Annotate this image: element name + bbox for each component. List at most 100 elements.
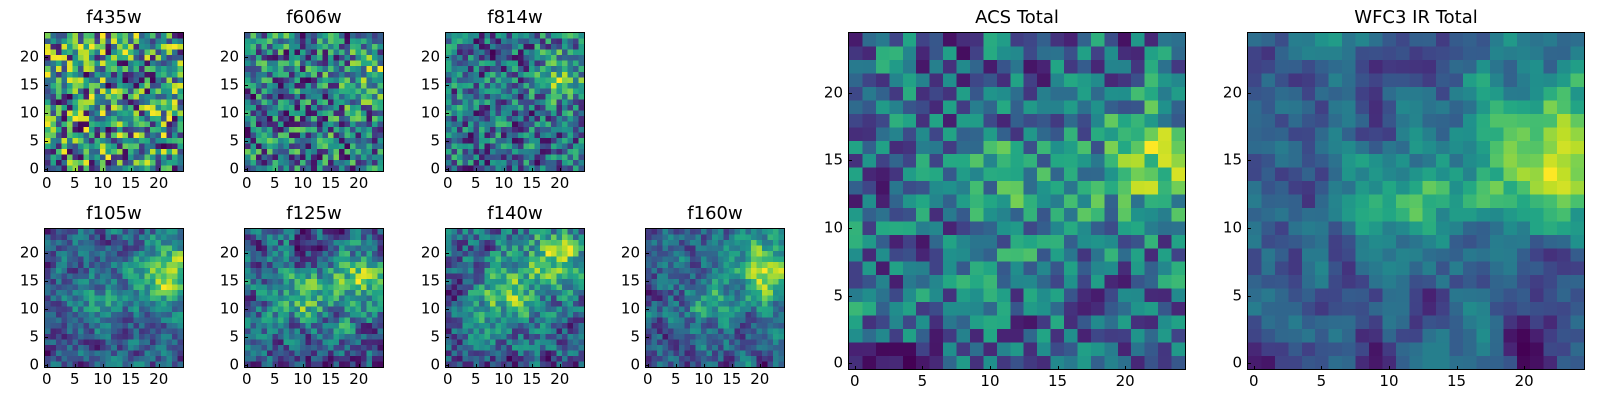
heatmap-cell [171, 333, 178, 340]
heatmap-cell [45, 110, 51, 116]
heatmap-cell [561, 33, 568, 39]
heatmap-cell [316, 38, 323, 45]
heatmap-cell [728, 289, 735, 296]
heatmap-cell [717, 284, 724, 290]
heatmap-cell [706, 295, 713, 301]
heatmap-cell [468, 55, 474, 61]
heatmap-cell [344, 267, 350, 274]
heatmap-cell [1144, 315, 1159, 329]
heatmap-cell [572, 38, 579, 45]
heatmap-image [244, 32, 384, 172]
heatmap-cell [327, 49, 334, 56]
x-tick-mark [358, 168, 360, 172]
heatmap-cell [360, 104, 367, 111]
heatmap-cell [479, 104, 485, 111]
heatmap-cell [72, 284, 79, 290]
heatmap-cell [567, 77, 574, 83]
heatmap-cell [289, 251, 295, 257]
heatmap-cell [371, 234, 378, 241]
heatmap-cell [473, 38, 480, 45]
heatmap-cell [646, 295, 652, 301]
heatmap-cell [451, 317, 458, 323]
heatmap-cell [300, 339, 306, 346]
heatmap-cell [127, 333, 134, 340]
heatmap-cell [333, 300, 339, 307]
heatmap-cell [446, 273, 452, 279]
heatmap-cell [56, 273, 62, 279]
heatmap-cell [506, 110, 513, 116]
heatmap-cell [294, 344, 301, 351]
heatmap-cell [245, 38, 251, 45]
heatmap-cell [1158, 207, 1172, 222]
heatmap-cell [122, 77, 128, 83]
heatmap-cell [534, 104, 540, 111]
heatmap-cell [360, 115, 367, 122]
heatmap-cell [355, 104, 362, 111]
heatmap-cell [322, 333, 328, 340]
heatmap-cell [662, 234, 669, 241]
heatmap-cell [50, 154, 57, 161]
heatmap-cell [45, 93, 51, 100]
heatmap-cell [767, 306, 774, 312]
heatmap-cell [360, 159, 367, 166]
heatmap-cell [517, 240, 524, 246]
heatmap-cell [366, 143, 373, 150]
heatmap-cell [534, 284, 540, 290]
heatmap-cell [160, 77, 167, 83]
heatmap-cell [61, 99, 68, 105]
heatmap-cell [111, 311, 117, 318]
heatmap-cell [462, 110, 469, 116]
heatmap-cell [761, 317, 768, 323]
heatmap-cell [83, 317, 90, 323]
heatmap-cell [366, 256, 373, 263]
heatmap-cell [495, 148, 502, 155]
heatmap-cell [690, 333, 696, 340]
heatmap-cell [138, 159, 145, 166]
heatmap-cell [333, 137, 339, 144]
heatmap-cell [457, 55, 463, 61]
heatmap-cell [50, 350, 57, 357]
heatmap-cell [377, 44, 383, 50]
heatmap-cell [100, 49, 106, 56]
heatmap-cell [256, 339, 262, 346]
heatmap-cell [673, 273, 680, 279]
heatmap-cell [322, 132, 328, 138]
heatmap-cell [311, 38, 317, 45]
heatmap-cell [45, 38, 51, 45]
heatmap-cell [366, 154, 373, 161]
heatmap-cell [366, 33, 373, 39]
heatmap-cell [916, 261, 930, 276]
heatmap-cell [45, 71, 51, 78]
heatmap-cell [127, 110, 134, 116]
heatmap-cell [701, 256, 707, 263]
heatmap-cell [333, 132, 339, 138]
heatmap-cell [701, 229, 707, 235]
heatmap-cell [889, 234, 904, 249]
heatmap-cell [316, 361, 323, 367]
heatmap-cell [171, 262, 178, 268]
heatmap-cell [695, 339, 702, 346]
heatmap-cell [56, 361, 62, 367]
heatmap-cell [300, 154, 306, 161]
heatmap-cell [495, 328, 502, 334]
heatmap-cell [862, 140, 877, 155]
heatmap-cell [1090, 288, 1105, 303]
heatmap-cell [316, 154, 323, 161]
heatmap-cell [377, 273, 383, 279]
heatmap-cell [256, 245, 262, 252]
heatmap-cell [523, 240, 529, 246]
heatmap-cell [72, 300, 79, 307]
heatmap-cell [728, 295, 735, 301]
heatmap-cell [539, 350, 546, 357]
heatmap-cell [1117, 167, 1132, 182]
heatmap-cell [149, 328, 156, 334]
heatmap-cell [528, 49, 535, 56]
heatmap-cell [160, 33, 167, 39]
heatmap-cell [451, 148, 458, 155]
heatmap-cell [122, 245, 128, 252]
heatmap-cell [517, 289, 524, 296]
heatmap-cell [929, 153, 944, 168]
heatmap-cell [366, 110, 373, 116]
x-tick-label: 0 [42, 370, 52, 388]
y-tick-mark [445, 281, 449, 283]
